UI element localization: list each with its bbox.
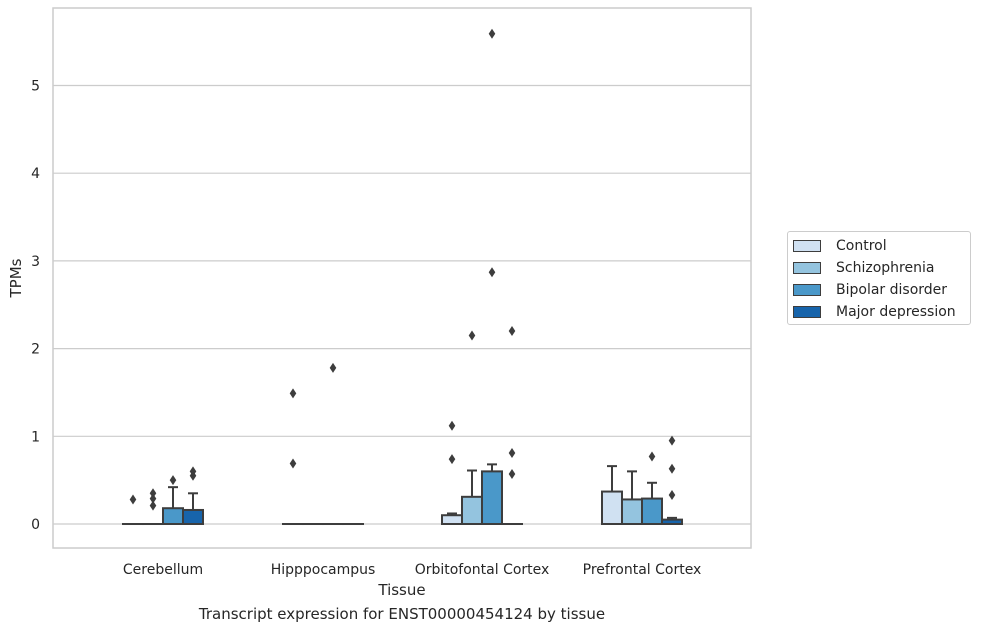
- outlier-point: [508, 326, 516, 337]
- box-0-1: [282, 388, 304, 526]
- x-tick-label-2: Orbitofontal Cortex: [415, 562, 550, 578]
- outlier-point: [189, 466, 197, 477]
- plot-frame: [52, 7, 752, 549]
- y-tick-label-0: 0: [31, 517, 40, 533]
- gridlines: [53, 84, 751, 525]
- outlier-point: [668, 490, 676, 501]
- legend-item-schizophrenia: Schizophrenia: [793, 257, 934, 279]
- outlier-point: [488, 28, 496, 39]
- box-body: [182, 508, 204, 525]
- box-0-2: [441, 420, 463, 525]
- chart-caption: Transcript expression for ENST0000045412…: [198, 605, 606, 623]
- box-body: [621, 498, 643, 525]
- y-tick-label-2: 2: [31, 342, 40, 358]
- box-3-2: [501, 326, 523, 526]
- outlier-point: [648, 451, 656, 462]
- box-body: [641, 497, 663, 525]
- outlier-point: [149, 488, 157, 499]
- legend-swatch-schizophrenia: [793, 262, 821, 274]
- outlier-point: [508, 469, 516, 480]
- box-2-1: [322, 362, 344, 526]
- box-body: [441, 514, 463, 525]
- x-tick-label-3: Prefrontal Cortex: [583, 562, 702, 578]
- legend-label-bipolar-disorder: Bipolar disorder: [836, 282, 948, 298]
- box-2-2: [481, 28, 503, 526]
- box-2-3: [641, 451, 663, 525]
- x-tick-label-0: Cerebellum: [123, 562, 203, 578]
- box-0-3: [601, 465, 623, 525]
- box-groups: [122, 28, 683, 526]
- box-1-0: [142, 488, 164, 526]
- box-2-0: [162, 475, 184, 525]
- x-tick-label-1: Hipppocampus: [271, 562, 376, 578]
- box-body: [601, 490, 623, 525]
- outlier-point: [149, 493, 157, 504]
- legend-swatch-control: [793, 240, 821, 252]
- outlier-point: [329, 362, 337, 373]
- x-axis-label: Tissue: [377, 581, 425, 599]
- outlier-point: [488, 267, 496, 278]
- box-1-3: [621, 470, 643, 525]
- outlier-point: [289, 458, 297, 469]
- outlier-point: [448, 420, 456, 431]
- box-1-2: [461, 330, 483, 525]
- y-tick-label-3: 3: [31, 254, 40, 270]
- legend-swatch-major-depression: [793, 306, 821, 318]
- outlier-point: [448, 454, 456, 465]
- outlier-point: [468, 330, 476, 341]
- box-body: [162, 507, 184, 525]
- outlier-point: [508, 447, 516, 458]
- legend-swatch-bipolar-disorder: [793, 284, 821, 296]
- outlier-point: [668, 463, 676, 474]
- outlier-point: [289, 388, 297, 399]
- legend-item-major-depression: Major depression: [793, 301, 956, 323]
- y-tick-label-5: 5: [31, 79, 40, 95]
- legend: Control Schizophrenia Bipolar disorder M…: [787, 231, 971, 325]
- legend-label-schizophrenia: Schizophrenia: [836, 260, 935, 276]
- legend-item-control: Control: [793, 235, 887, 257]
- box-3-3: [661, 435, 683, 525]
- outlier-point: [149, 500, 157, 511]
- box-3-0: [182, 466, 204, 525]
- y-axis-ticks: 0 1 2 3 4 5: [31, 79, 40, 534]
- y-tick-label-4: 4: [31, 166, 40, 182]
- legend-item-bipolar-disorder: Bipolar disorder: [793, 279, 947, 301]
- x-axis-ticks: Cerebellum Hipppocampus Orbitofontal Corte…: [123, 562, 701, 578]
- y-axis-label: TPMs: [7, 258, 25, 298]
- legend-label-control: Control: [836, 238, 887, 254]
- box-body: [461, 495, 483, 525]
- y-tick-label-1: 1: [31, 429, 40, 445]
- box-body: [481, 470, 503, 526]
- outlier-point: [668, 435, 676, 446]
- legend-label-major-depression: Major depression: [836, 304, 956, 320]
- box-0-0: [122, 494, 144, 526]
- outlier-point: [129, 494, 137, 505]
- outlier-point: [169, 475, 177, 486]
